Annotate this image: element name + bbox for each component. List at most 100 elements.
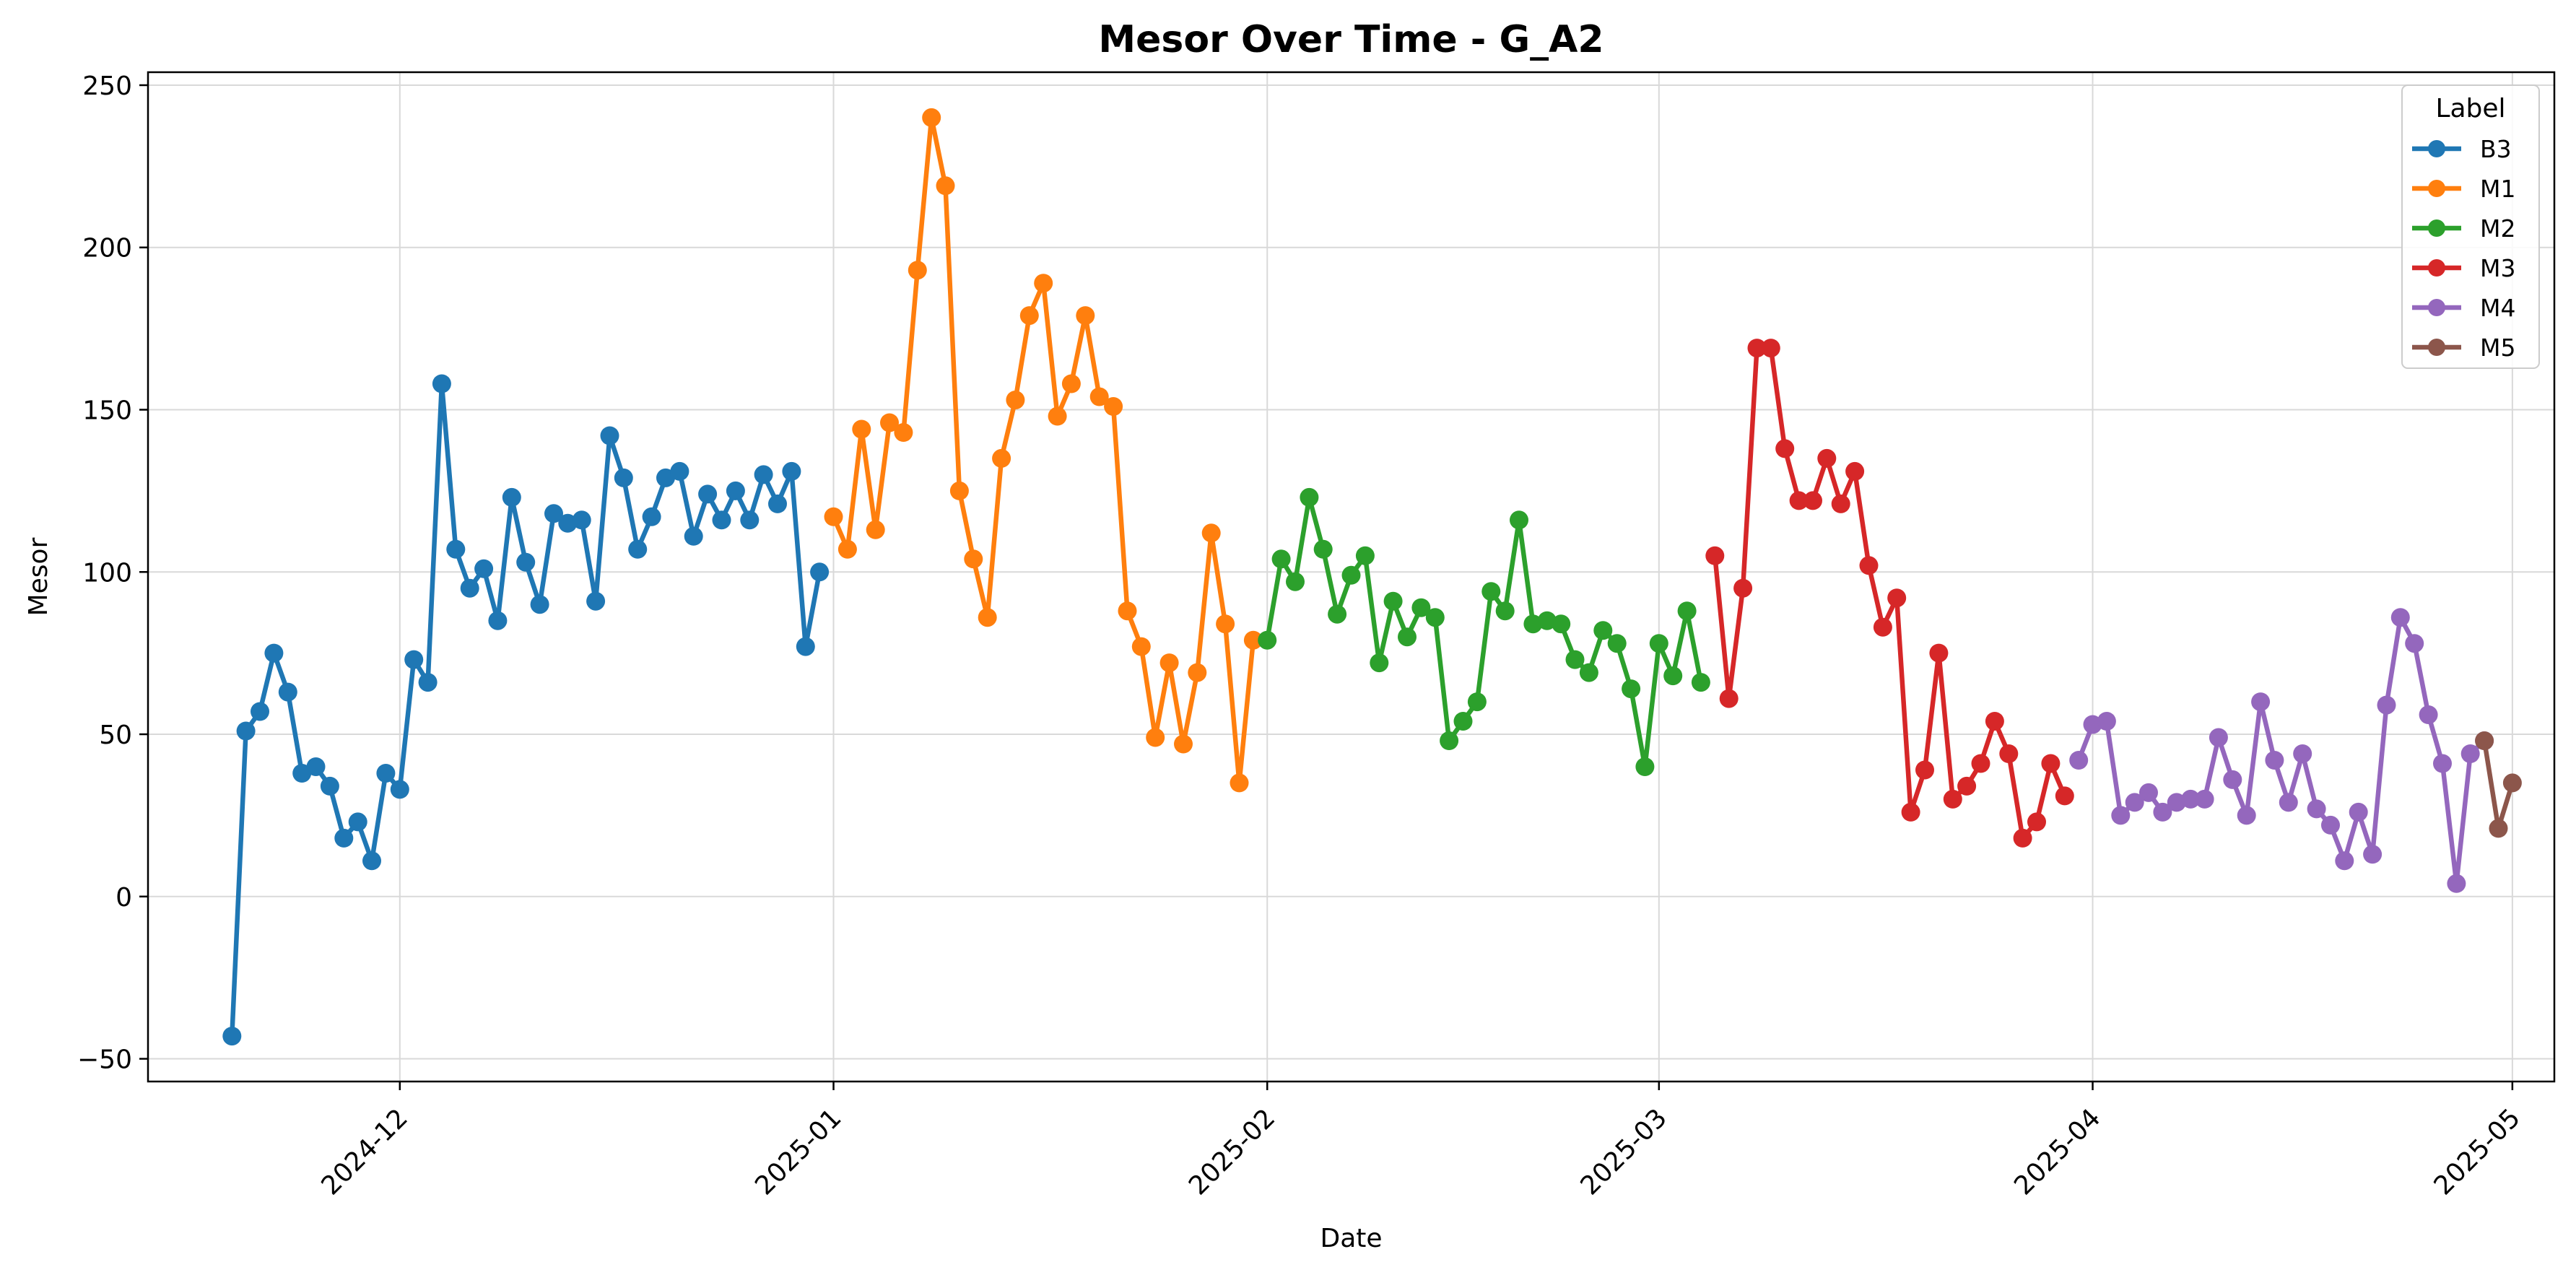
- data-point: [992, 448, 1011, 468]
- data-point: [1061, 374, 1081, 393]
- data-point: [460, 578, 479, 598]
- data-point: [726, 481, 745, 500]
- data-point: [2433, 754, 2452, 773]
- data-point: [922, 108, 941, 127]
- data-point: [684, 526, 703, 546]
- y-tick-label: −50: [77, 1045, 132, 1075]
- data-point: [1341, 565, 1361, 585]
- data-point: [1481, 582, 1501, 601]
- legend-label: M5: [2480, 334, 2515, 362]
- data-point: [1230, 773, 1249, 793]
- data-point: [866, 520, 885, 539]
- data-point: [1733, 578, 1753, 598]
- data-point: [1803, 491, 1822, 510]
- data-point: [1831, 494, 1850, 513]
- data-point: [810, 562, 830, 582]
- y-tick-label: 150: [82, 396, 132, 425]
- y-tick-label: 0: [116, 883, 132, 913]
- y-tick-label: 50: [99, 721, 132, 750]
- data-point: [516, 552, 536, 572]
- data-point: [1873, 617, 1892, 637]
- data-point: [1719, 689, 1739, 708]
- y-tick-label: 200: [82, 234, 132, 264]
- legend-swatch-marker: [2428, 219, 2445, 237]
- data-point: [1034, 274, 1053, 293]
- chart-title: Mesor Over Time - G_A2: [1098, 18, 1604, 61]
- data-point: [1775, 439, 1795, 458]
- data-point: [1440, 731, 1459, 750]
- data-point: [1705, 546, 1725, 565]
- data-point: [1635, 757, 1655, 776]
- data-point: [1691, 673, 1710, 692]
- data-point: [1076, 306, 1095, 326]
- data-point: [936, 176, 955, 196]
- data-point: [2153, 802, 2172, 822]
- data-point: [1355, 546, 1375, 565]
- data-point: [1146, 728, 1165, 747]
- data-point: [1817, 448, 1837, 468]
- data-point: [1789, 491, 1809, 510]
- data-point: [1271, 549, 1291, 569]
- data-point: [1649, 634, 1668, 653]
- data-point: [2489, 819, 2508, 838]
- data-point: [1425, 608, 1445, 627]
- data-point: [2041, 754, 2061, 773]
- data-point: [2055, 786, 2074, 806]
- data-point: [320, 776, 339, 796]
- data-point: [1313, 539, 1333, 559]
- data-point: [656, 468, 675, 487]
- data-point: [2475, 731, 2494, 750]
- series-M3: [1705, 339, 2074, 848]
- data-point: [2502, 773, 2522, 793]
- data-point: [949, 481, 969, 500]
- data-point: [1300, 487, 1319, 507]
- data-point: [404, 650, 424, 669]
- data-point: [1370, 653, 1389, 673]
- data-point: [880, 413, 899, 432]
- data-point: [348, 812, 367, 832]
- data-point: [712, 510, 731, 530]
- data-point: [2069, 751, 2089, 770]
- legend-item-M1: M1: [2412, 175, 2515, 203]
- data-point: [837, 539, 857, 559]
- data-point: [2195, 789, 2214, 809]
- data-point: [530, 595, 549, 614]
- legend-item-M3: M3: [2412, 254, 2515, 282]
- series-layer: [222, 108, 2522, 1046]
- legend-label: M3: [2480, 254, 2515, 282]
- data-point: [1859, 556, 1879, 575]
- data-point: [2405, 634, 2424, 653]
- legend-label: M1: [2480, 175, 2515, 203]
- series-M4: [2069, 608, 2494, 893]
- data-point: [558, 513, 578, 533]
- data-point: [1328, 604, 1347, 624]
- data-point: [1943, 789, 1962, 809]
- data-point: [1537, 611, 1557, 630]
- data-point: [1523, 614, 1543, 634]
- data-point: [740, 510, 760, 530]
- data-point: [446, 539, 466, 559]
- data-point: [978, 608, 997, 627]
- data-point: [1243, 630, 1263, 650]
- data-point: [1593, 621, 1613, 640]
- data-point: [376, 764, 396, 783]
- data-point: [251, 702, 269, 721]
- data-point: [1761, 339, 1780, 358]
- data-point: [2097, 712, 2116, 731]
- data-point: [1216, 614, 1235, 634]
- y-tick-label: 100: [82, 558, 132, 588]
- y-tick-label: 250: [82, 71, 132, 101]
- data-point: [1383, 591, 1403, 611]
- data-point: [2237, 806, 2256, 825]
- data-point: [2027, 812, 2046, 832]
- data-point: [852, 419, 871, 439]
- legend-item-B3: B3: [2412, 135, 2512, 163]
- data-point: [2293, 744, 2312, 763]
- data-point: [1552, 614, 1571, 634]
- data-point: [502, 487, 521, 507]
- data-point: [2083, 715, 2102, 734]
- data-point: [908, 261, 927, 280]
- series-B3: [222, 374, 830, 1046]
